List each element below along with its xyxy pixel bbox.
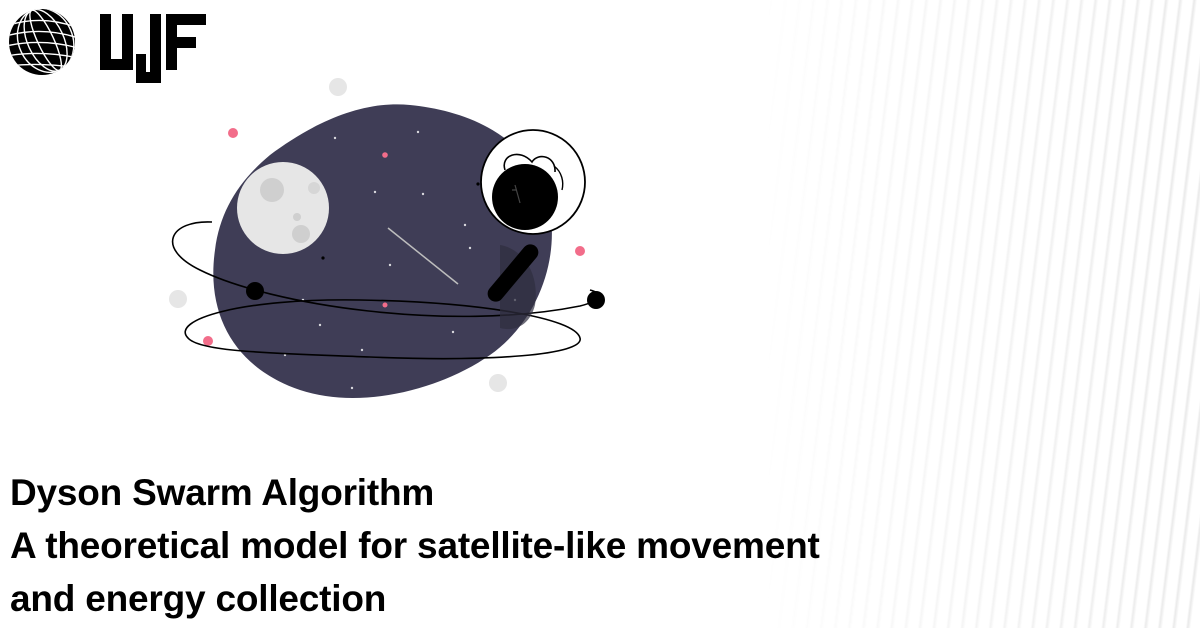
moon bbox=[237, 162, 329, 254]
planet-astronaut-illustration bbox=[169, 78, 605, 398]
title-line-2: A theoretical model for satellite-like m… bbox=[10, 525, 820, 566]
astronaut bbox=[480, 129, 586, 330]
title-line-3: and energy collection bbox=[10, 578, 387, 619]
globe-icon bbox=[9, 9, 75, 75]
page-title: Dyson Swarm Algorithm A theoretical mode… bbox=[10, 466, 1110, 625]
accent-dots bbox=[203, 128, 585, 346]
ujf-logo bbox=[100, 14, 206, 83]
title-line-1: Dyson Swarm Algorithm bbox=[10, 472, 435, 513]
striped-background bbox=[760, 0, 1200, 628]
